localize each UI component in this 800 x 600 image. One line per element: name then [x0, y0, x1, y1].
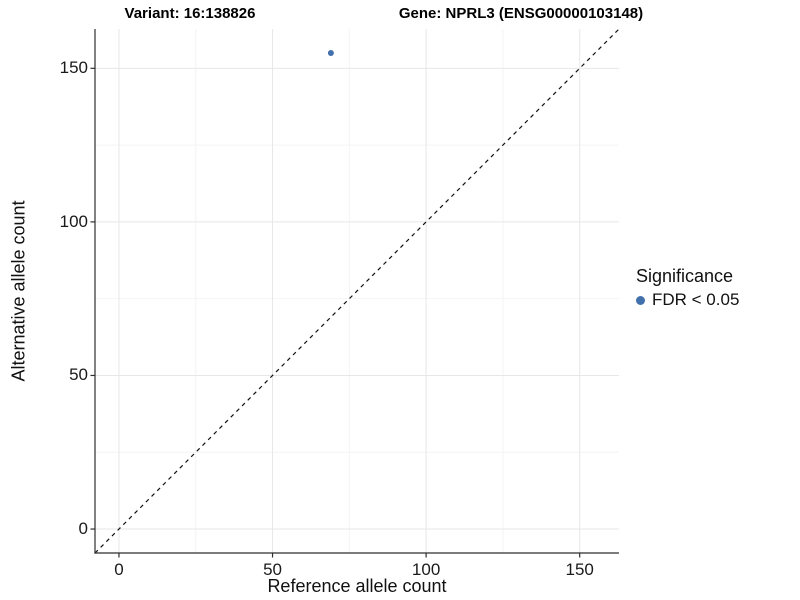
- legend-title: Significance: [636, 266, 734, 286]
- plot-title-variant: Variant: 16:138826: [124, 5, 256, 22]
- x-tick-label: 150: [565, 560, 594, 579]
- y-axis-title: Alternative allele count: [8, 200, 29, 382]
- legend-item-fdr: FDR < 0.05: [636, 290, 739, 310]
- legend: Significance FDR < 0.05: [636, 266, 739, 310]
- x-tick-label: 0: [114, 560, 124, 579]
- plot-title-gene: Gene: NPRL3 (ENSG00000103148): [398, 5, 644, 22]
- y-tick-label: 150: [59, 58, 88, 78]
- y-tick-label: 100: [59, 211, 88, 231]
- x-tick-label: 100: [411, 560, 441, 579]
- y-tick-label: 50: [69, 365, 88, 385]
- legend-item-label: FDR < 0.05: [652, 290, 740, 309]
- y-tick-label: 0: [78, 519, 88, 539]
- x-axis-title: Reference allele count: [267, 576, 447, 596]
- x-tick-label: 50: [263, 560, 282, 579]
- point-swatch-icon: [636, 295, 645, 305]
